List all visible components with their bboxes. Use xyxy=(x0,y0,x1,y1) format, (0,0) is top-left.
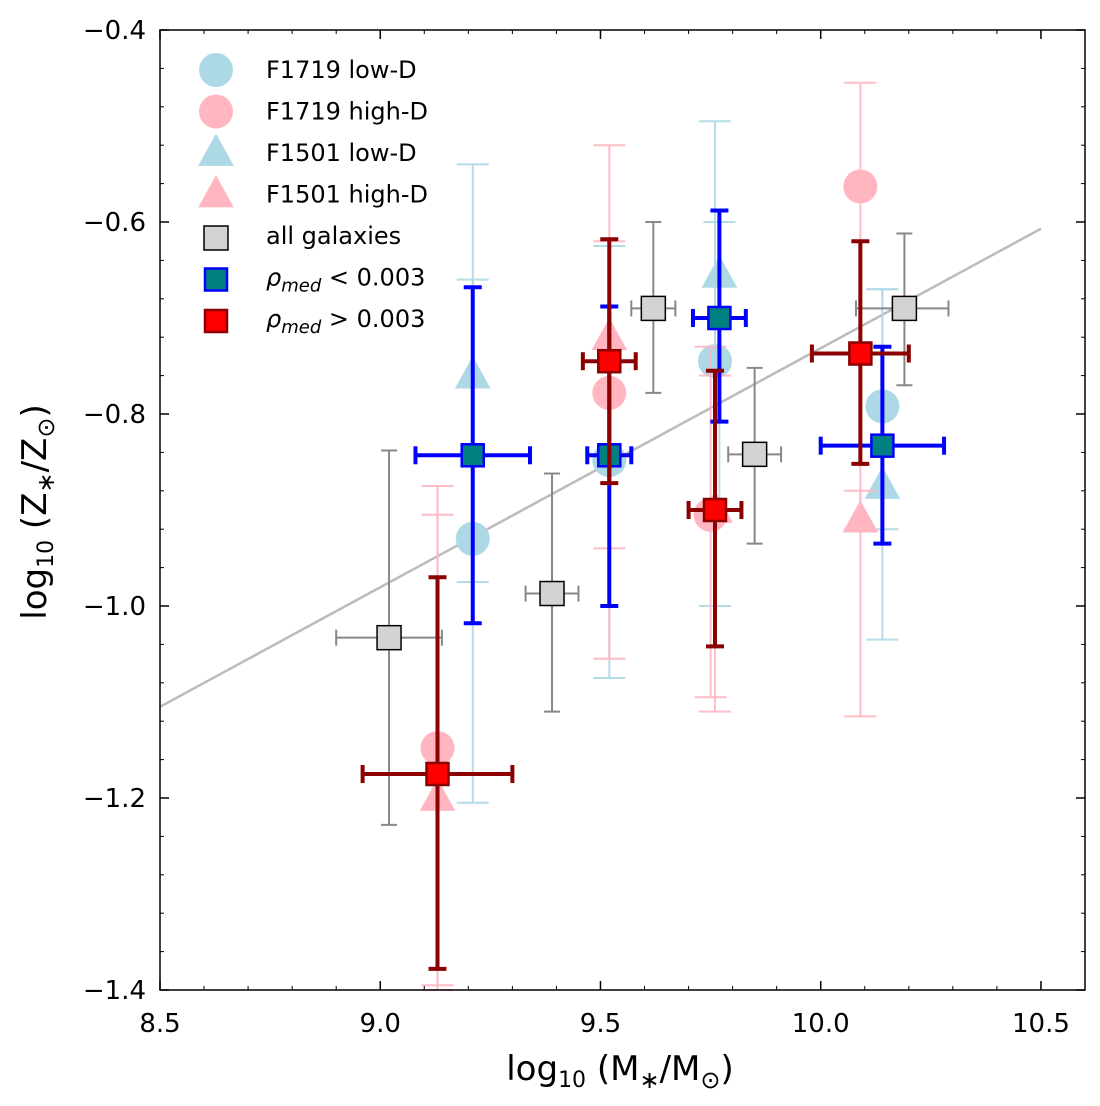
legend-entry-1: F1719 high-D xyxy=(199,94,428,129)
series-4-point-1 xyxy=(539,580,565,607)
legend-entry-4: all galaxies xyxy=(203,222,401,251)
legend: F1719 low-D F1719 high-D F1501 low-D F1501 … xyxy=(198,53,428,338)
series-5-point-2 xyxy=(707,305,732,331)
y-axis-label: log10 (Z∗/Z⊙) xyxy=(15,404,60,619)
y-tick-label-3: −0.8 xyxy=(83,400,146,430)
legend-label-rest: > 0.003 xyxy=(321,305,425,333)
legend-marker-3 xyxy=(198,175,234,208)
series-4 xyxy=(335,221,950,826)
series-6-point-2 xyxy=(702,497,728,523)
series-6-point-1 xyxy=(597,348,622,374)
y-tick-label-1: −1.2 xyxy=(83,784,146,814)
series-5-point-3 xyxy=(870,433,895,458)
legend-marker-1 xyxy=(199,94,233,129)
series-3 xyxy=(419,240,879,987)
x-tick-label-10-0: 10.0 xyxy=(792,1009,850,1039)
legend-label-5: ρmed < 0.003 xyxy=(266,264,425,297)
y-tick-label-5: −0.4 xyxy=(83,16,146,46)
legend-marker-5 xyxy=(203,267,229,292)
plot-area xyxy=(159,81,1042,991)
series-5-point-0 xyxy=(460,443,485,468)
y-tick-label-0: −1.4 xyxy=(83,976,146,1006)
series-4-point-3 xyxy=(741,441,768,468)
plot-frame xyxy=(159,29,1086,991)
series-4-point-4 xyxy=(891,295,918,322)
legend-entry-3: F1501 high-D xyxy=(198,175,428,209)
series-3-point-3 xyxy=(842,500,879,533)
legend-entry-5: ρmed < 0.003 xyxy=(203,264,425,297)
series-4-point-2 xyxy=(640,295,667,322)
legend-marker-2 xyxy=(198,133,234,166)
axes: 8.5 9.0 9.5 10.0 10.5 −1.4 −1.2 −1.0 −0.8 −0.6 −0.… xyxy=(83,16,1086,1039)
legend-label-rest: < 0.003 xyxy=(321,264,425,292)
legend-label-rho: ρ xyxy=(266,305,281,333)
legend-label-3: F1501 high-D xyxy=(266,181,428,209)
legend-label-sub: med xyxy=(281,276,322,297)
legend-entry-0: F1719 low-D xyxy=(199,53,417,87)
y-tick-label-4: −0.6 xyxy=(83,208,146,238)
legend-label-0: F1719 low-D xyxy=(266,56,417,84)
x-tick-label-8-5: 8.5 xyxy=(139,1009,180,1039)
series-5 xyxy=(413,208,947,626)
legend-label-2: F1501 low-D xyxy=(266,139,417,167)
legend-marker-6 xyxy=(203,308,229,334)
series-6 xyxy=(360,237,911,971)
legend-label-sub: med xyxy=(281,317,322,338)
legend-label-1: F1719 high-D xyxy=(266,98,428,126)
legend-entry-2: F1501 low-D xyxy=(198,133,417,167)
series-6-point-3 xyxy=(848,341,873,366)
series-0 xyxy=(455,120,900,804)
series-6-point-0 xyxy=(425,761,450,787)
x-tick-label-10-5: 10.5 xyxy=(1012,1009,1070,1039)
legend-marker-0 xyxy=(199,53,233,87)
x-tick-label-9-0: 9.0 xyxy=(360,1009,401,1039)
legend-label-rho: ρ xyxy=(266,264,281,292)
x-tick-label-9-5: 9.5 xyxy=(580,1009,621,1039)
legend-entry-6: ρmed > 0.003 xyxy=(203,305,425,338)
legend-label-6: ρmed > 0.003 xyxy=(266,305,425,338)
series-2 xyxy=(454,163,901,583)
legend-marker-4 xyxy=(203,225,229,251)
y-tick-label-2: −1.0 xyxy=(83,592,146,622)
x-axis-label: log10 (M∗/M⊙) xyxy=(506,1049,734,1094)
series-4-point-0 xyxy=(376,624,402,651)
series-1-point-3 xyxy=(843,169,878,204)
legend-label-4: all galaxies xyxy=(266,222,401,250)
